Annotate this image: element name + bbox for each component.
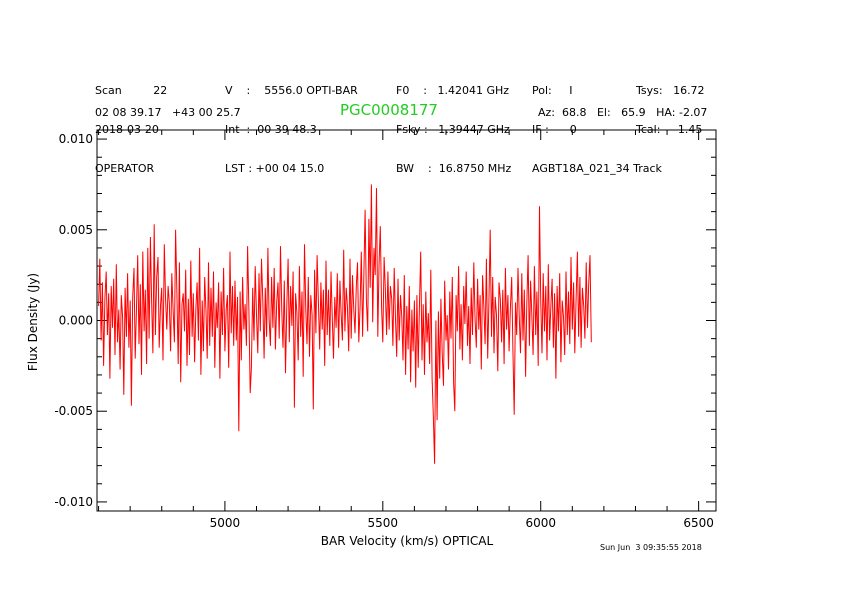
header-pol: Pol: I <box>532 84 573 97</box>
x-tick-label: 6500 <box>683 516 714 530</box>
header-tsys: Tsys: 16.72 <box>636 84 705 97</box>
x-tick-label: 5500 <box>368 516 399 530</box>
chart-ticks <box>97 130 716 511</box>
header-scan: Scan 22 <box>95 84 168 97</box>
chart-series <box>98 184 592 464</box>
header-project: AGBT18A_021_34 Track <box>532 162 662 175</box>
x-axis-label: BAR Velocity (km/s) OPTICAL <box>321 534 494 548</box>
header-lst: LST : +00 04 15.0 <box>225 162 325 175</box>
header-azel: Az: 68.8 El: 65.9 HA: -2.07 <box>538 106 708 119</box>
header-coords: 02 08 39.17 +43 00 25.7 <box>95 106 241 119</box>
y-tick-label: -0.010 <box>54 495 93 509</box>
header-f0: F0 : 1.42041 GHz <box>396 84 510 97</box>
header-velocity: V : 5556.0 OPTI-BAR <box>225 84 358 97</box>
chart-title: PGC0008177 <box>340 101 438 119</box>
timestamp: Sun Jun 3 09:35:55 2018 <box>600 543 702 552</box>
y-tick-label: 0.000 <box>59 314 93 328</box>
x-tick-label: 6000 <box>525 516 556 530</box>
header-operator: OPERATOR <box>95 162 155 175</box>
y-tick-label: 0.010 <box>59 132 93 146</box>
y-tick-label: -0.005 <box>54 404 93 418</box>
y-axis-label: Flux Density (Jy) <box>26 273 40 371</box>
header-col-scan: Scan 22 2018-03-20 OPERATOR <box>95 58 167 188</box>
header-bw: BW : 16.8750 MHz <box>396 162 512 175</box>
x-tick-label: 5000 <box>210 516 241 530</box>
series-line-spectrum <box>98 184 592 464</box>
y-tick-label: 0.005 <box>59 223 93 237</box>
chart-tick-labels: 5000 5500 6000 6500 -0.010 -0.005 0.000 0.005 0.… <box>54 132 714 530</box>
